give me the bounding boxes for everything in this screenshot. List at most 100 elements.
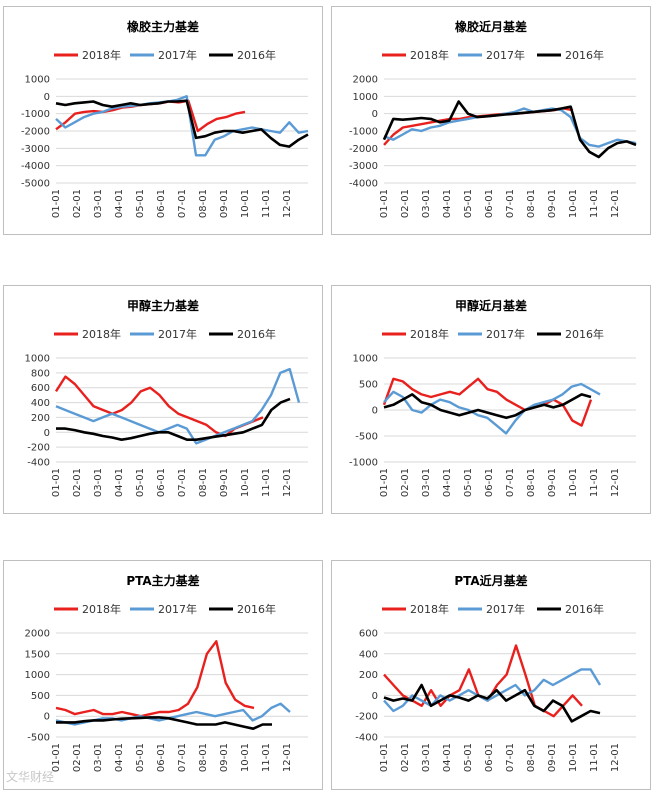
y-tick-label: 1500 (25, 649, 50, 660)
x-tick-label: 01-01 (51, 189, 62, 218)
series-line-2016 (383, 683, 601, 723)
x-tick-label: 05-01 (135, 189, 146, 218)
y-tick-label: 2000 (353, 75, 378, 86)
y-tick-label: 1000 (25, 354, 50, 365)
y-tick-label: 400 (359, 649, 378, 660)
y-tick-label: -200 (27, 443, 50, 454)
x-tick-label: 06-01 (484, 468, 495, 497)
x-tick-label: 01-01 (379, 468, 390, 497)
x-tick-label: 07-01 (177, 189, 188, 218)
legend-label-2016: 2016年 (237, 327, 276, 341)
y-tick-label: -400 (27, 458, 50, 469)
x-tick-label: 01-01 (379, 189, 390, 218)
legend-label-2018: 2018年 (410, 48, 449, 62)
x-tick-label: 07-01 (177, 743, 188, 772)
y-tick-label: -3000 (21, 144, 50, 155)
x-tick-label: 12-01 (610, 468, 621, 497)
y-tick-label: -4000 (21, 161, 50, 172)
y-tick-label: 500 (31, 691, 50, 702)
x-tick-label: 04-01 (442, 743, 453, 772)
x-tick-label: 04-01 (442, 468, 453, 497)
chart-title: 甲醇主力基差 (127, 298, 199, 313)
series-line-2017 (383, 668, 602, 713)
chart-svg-2: 甲醇主力基差 2018年 2017年 2016年 1000 800 600 400 200 0 -2… (25, 298, 308, 497)
x-tick-label: 04-01 (114, 468, 125, 497)
legend-label-2017: 2017年 (486, 602, 525, 616)
chart-svg-4: PTA主力基差 2018年 2017年 2016年 2000 1500 1000 500 0 -5… (25, 573, 308, 772)
chart-panel-methanol-main: 甲醇主力基差 2018年 2017年 2016年 1000 800 600 400 200 0 -2… (3, 285, 323, 514)
series-line-2017 (55, 95, 309, 157)
x-tick-label: 08-01 (526, 189, 537, 218)
x-tick-label: 06-01 (484, 189, 495, 218)
x-tick-label: 01-01 (51, 468, 62, 497)
x-tick-label: 08-01 (198, 468, 209, 497)
y-tick-label: 0 (44, 92, 50, 103)
series-line-2018 (55, 640, 255, 718)
legend-label-2017: 2017年 (158, 602, 197, 616)
series-line-2016 (56, 716, 272, 730)
x-tick-label: 09-01 (219, 743, 230, 772)
x-tick-label: 09-01 (547, 743, 558, 772)
y-tick-label: 0 (44, 428, 50, 439)
x-tick-label: 02-01 (72, 189, 83, 218)
x-tick-label: 02-01 (400, 468, 411, 497)
x-tick-label: 01-01 (51, 743, 62, 772)
x-tick-label: 03-01 (93, 468, 104, 497)
x-tick-label: 10-01 (568, 743, 579, 772)
y-tick-label: -1000 (349, 127, 378, 138)
x-tick-label: 08-01 (198, 189, 209, 218)
x-tick-label: 11-01 (589, 743, 600, 772)
y-tick-label: 1000 (25, 75, 50, 86)
y-tick-label: -1000 (349, 458, 378, 469)
chart-panel-rubber-near: 橡胶近月基差 2018年 2017年 2016年 2000 1000 0 -1000 -2000… (331, 6, 651, 235)
legend-label-2018: 2018年 (82, 327, 121, 341)
x-tick-label: 03-01 (93, 189, 104, 218)
y-tick-label: 600 (359, 629, 378, 640)
chart-panel-pta-near: PTA近月基差 2018年 2017年 2016年 600 400 200 0 -200 -400… (331, 560, 651, 790)
y-tick-label: 0 (44, 712, 50, 723)
x-tick-label: 10-01 (568, 468, 579, 497)
legend-label-2018: 2018年 (82, 602, 121, 616)
y-tick-label: -2000 (21, 127, 50, 138)
x-tick-label: 11-01 (589, 189, 600, 218)
x-tick-label: 06-01 (484, 743, 495, 772)
x-tick-label: 08-01 (526, 743, 537, 772)
y-tick-label: -2000 (349, 144, 378, 155)
x-tick-label: 11-01 (589, 468, 600, 497)
x-tick-label: 01-01 (379, 743, 390, 772)
y-tick-label: 800 (31, 368, 50, 379)
legend-label-2016: 2016年 (565, 48, 604, 62)
y-tick-label: -400 (355, 733, 378, 744)
chart-title: 甲醇近月基差 (455, 298, 527, 313)
x-tick-label: 03-01 (421, 743, 432, 772)
x-tick-label: 06-01 (156, 743, 167, 772)
chart-panel-methanol-near: 甲醇近月基差 2018年 2017年 2016年 1000 500 0 -500 -1000 01… (331, 285, 651, 514)
x-tick-label: 12-01 (610, 743, 621, 772)
x-tick-label: 09-01 (219, 468, 230, 497)
y-tick-label: 200 (359, 670, 378, 681)
x-tick-label: 04-01 (114, 743, 125, 772)
legend-label-2017: 2017年 (486, 48, 525, 62)
y-tick-label: -500 (27, 733, 50, 744)
x-tick-label: 07-01 (505, 189, 516, 218)
x-tick-label: 10-01 (240, 189, 251, 218)
y-tick-label: -1000 (21, 109, 50, 120)
x-tick-label: 06-01 (156, 189, 167, 218)
y-tick-label: -5000 (21, 179, 50, 190)
x-tick-label: 05-01 (463, 743, 474, 772)
chart-title: PTA主力基差 (126, 573, 199, 588)
x-tick-label: 03-01 (421, 468, 432, 497)
y-tick-label: -500 (355, 432, 378, 443)
y-tick-label: 1000 (353, 92, 378, 103)
chart-svg-1: 橡胶近月基差 2018年 2017年 2016年 2000 1000 0 -1000 -2000… (349, 19, 637, 218)
y-tick-label: 2000 (25, 629, 50, 640)
legend-label-2016: 2016年 (237, 602, 276, 616)
y-tick-label: -200 (355, 712, 378, 723)
y-tick-label: 1000 (25, 670, 50, 681)
chart-title: PTA近月基差 (454, 573, 527, 588)
series-line-2016 (56, 397, 291, 441)
x-tick-label: 12-01 (282, 189, 293, 218)
y-tick-label: 600 (31, 383, 50, 394)
watermark: 文华财经 (6, 770, 55, 784)
x-tick-label: 10-01 (240, 743, 251, 772)
